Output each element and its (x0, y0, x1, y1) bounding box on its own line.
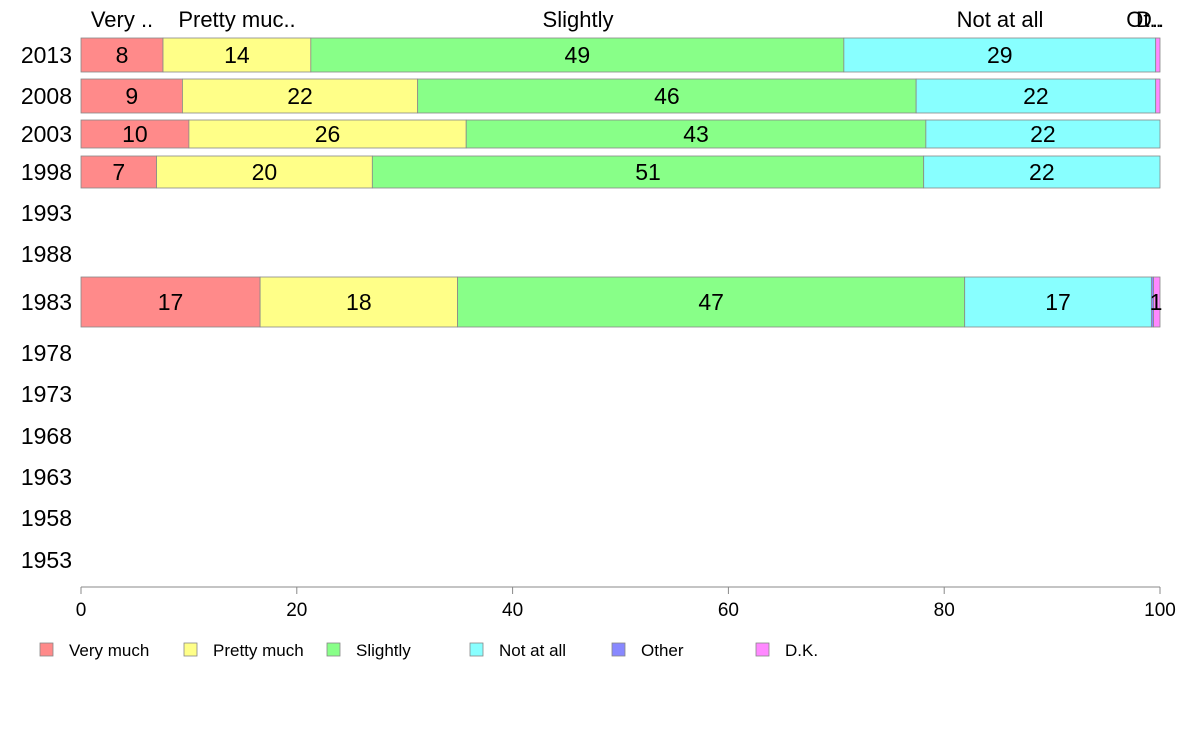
bar-segment (80, 37, 164, 73)
legend-swatch (611, 642, 626, 657)
year-label: 2003 (21, 121, 72, 147)
bar-segment (162, 37, 312, 73)
x-tick-label: 60 (718, 600, 739, 621)
year-label: 1998 (21, 159, 72, 185)
data-label: 8 (116, 42, 129, 68)
year-label: 2013 (21, 42, 72, 68)
bar-segment (182, 78, 419, 114)
legend-swatch (326, 642, 341, 657)
year-label: 1993 (21, 200, 72, 226)
x-tick-label: 40 (502, 600, 523, 621)
legend-swatch (469, 642, 484, 657)
data-label: 9 (125, 83, 138, 109)
data-label: 22 (1030, 121, 1056, 147)
bar-segment (457, 276, 966, 328)
legend-label: Other (641, 641, 684, 660)
data-label: 51 (635, 159, 661, 185)
year-label: 1968 (21, 423, 72, 449)
year-label: 2008 (21, 83, 72, 109)
data-label: 22 (287, 83, 313, 109)
data-label: 7 (112, 159, 125, 185)
bar-segment (1153, 276, 1161, 328)
bar-segment (80, 276, 261, 328)
legend-label: Slightly (356, 641, 411, 660)
data-label: 46 (654, 83, 680, 109)
bar-segment (1155, 78, 1161, 114)
data-label: 18 (346, 289, 372, 315)
bar-segment (156, 155, 373, 189)
data-label: 22 (1023, 83, 1049, 109)
year-label: 1983 (21, 289, 72, 315)
legend-label: Not at all (499, 641, 566, 660)
x-tick-label: 80 (934, 600, 955, 621)
bar-segment (310, 37, 845, 73)
data-label: 17 (158, 289, 184, 315)
x-tick-label: 0 (76, 600, 87, 621)
year-label: 1973 (21, 381, 72, 407)
bar-segment (259, 276, 458, 328)
data-label: 10 (122, 121, 148, 147)
data-label: 22 (1029, 159, 1055, 185)
bar-segment (465, 119, 927, 149)
bar-segment (417, 78, 917, 114)
year-label: 1958 (21, 505, 72, 531)
column-header: Slightly (543, 7, 614, 32)
legend-label: D.K. (785, 641, 818, 660)
legend-label: Pretty much (213, 641, 304, 660)
bar-segment (1155, 37, 1161, 73)
bar-segment (964, 276, 1152, 328)
bar-segment (915, 78, 1157, 114)
data-label: 20 (252, 159, 278, 185)
bar-segment (925, 119, 1161, 149)
legend-label: Very much (69, 641, 149, 660)
data-label: 17 (1045, 289, 1071, 315)
column-header: D.. (1136, 7, 1164, 32)
data-label: 43 (683, 121, 709, 147)
bar-segment (80, 78, 183, 114)
x-tick-label: 100 (1144, 600, 1176, 621)
year-label: 1988 (21, 241, 72, 267)
year-label: 1953 (21, 547, 72, 573)
legend-swatch (39, 642, 54, 657)
bar-segment (371, 155, 925, 189)
legend-swatch (183, 642, 198, 657)
bar-segment (80, 155, 157, 189)
bar-segment (188, 119, 467, 149)
column-header: Not at all (957, 7, 1044, 32)
year-label: 1963 (21, 464, 72, 490)
data-label: 49 (565, 42, 591, 68)
legend-swatch (755, 642, 770, 657)
data-label: 14 (224, 42, 250, 68)
x-tick-label: 20 (286, 600, 307, 621)
bar-segment (923, 155, 1161, 189)
data-label: 47 (698, 289, 724, 315)
column-header: Ot.. (1126, 7, 1161, 32)
column-header: Very .. (91, 7, 153, 32)
column-header: Pretty muc.. (178, 7, 295, 32)
data-label: 26 (315, 121, 341, 147)
year-label: 1978 (21, 340, 72, 366)
data-label: 29 (987, 42, 1013, 68)
data-label: 1 (1150, 289, 1163, 315)
bar-segment (843, 37, 1157, 73)
bar-segment (80, 119, 190, 149)
